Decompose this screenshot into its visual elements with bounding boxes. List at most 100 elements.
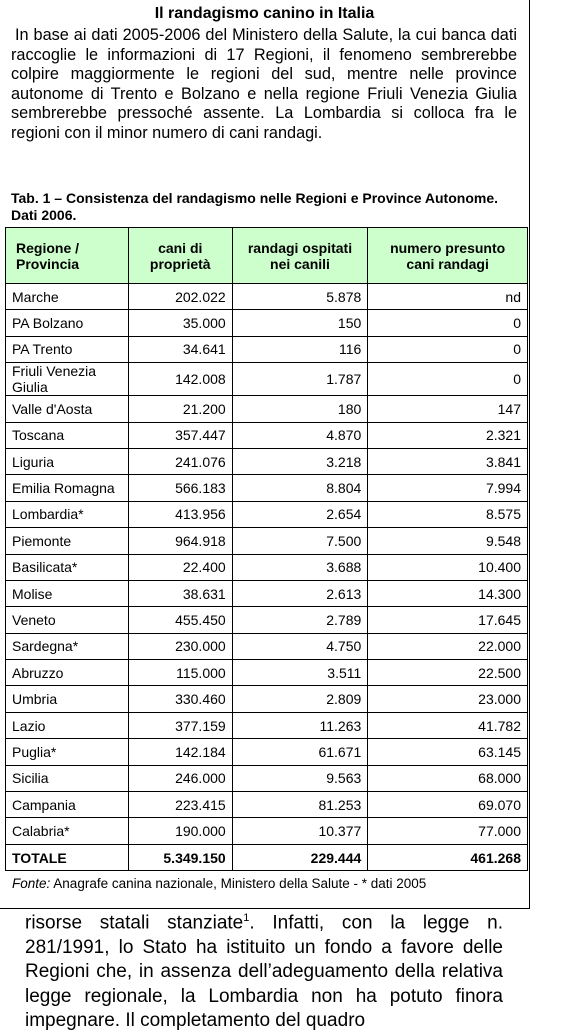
table-cell: 3.218 <box>231 447 369 476</box>
table-cell: 7.500 <box>231 527 369 555</box>
box: Il randagismo canino in Italia In base a… <box>0 0 530 909</box>
table-cell: 3.511 <box>231 659 369 687</box>
table-cell: 69.070 <box>367 791 528 819</box>
table-cell: 142.184 <box>127 738 233 766</box>
total-cell: 461.268 <box>367 843 528 872</box>
total-cell: 5.349.150 <box>127 843 233 872</box>
table-row: Sardegna* 230.000 4.750 22.000 <box>5 632 528 661</box>
table-cell: 115.000 <box>127 659 233 687</box>
table-cell: 241.076 <box>127 447 233 476</box>
table-cell: Puglia* <box>5 738 129 766</box>
total-cell: 229.444 <box>231 843 369 872</box>
table-cell: 2.613 <box>231 579 369 608</box>
table-cell: 2.809 <box>231 685 369 713</box>
table-cell: 566.183 <box>127 474 233 502</box>
header-cell: cani di proprietà <box>127 227 233 284</box>
table-cell: 11.263 <box>231 711 369 740</box>
table-row: Umbria 330.460 2.809 23.000 <box>5 685 528 713</box>
table-cell: Calabria* <box>5 817 129 845</box>
table-row: Veneto 455.450 2.789 17.645 <box>5 606 528 634</box>
header-cell: randagi ospitati nei canili <box>231 227 369 284</box>
table-row: Liguria 241.076 3.218 3.841 <box>5 447 528 476</box>
table-cell: 38.631 <box>127 579 233 608</box>
table-cell: 202.022 <box>127 282 233 311</box>
source-text: Anagrafe canina nazionale, Ministero del… <box>53 876 427 891</box>
table-cell: 246.000 <box>127 764 233 793</box>
table-cell: 3.688 <box>231 553 369 581</box>
table-cell: Campania <box>5 791 129 819</box>
table-cell: 223.415 <box>127 791 233 819</box>
table-cell: Sicilia <box>5 764 129 793</box>
title: Il randagismo canino in Italia <box>154 5 375 22</box>
table-row: Lazio 377.159 11.263 41.782 <box>5 711 528 740</box>
table-cell: Umbria <box>5 685 129 713</box>
footnote-ref: 1 <box>243 912 250 924</box>
table-cell: 4.750 <box>231 632 369 661</box>
table-cell: Basilicata* <box>5 553 129 581</box>
table-cell: PA Trento <box>5 335 129 364</box>
table-cell: 34.641 <box>127 335 233 364</box>
table-cell: 9.563 <box>231 764 369 793</box>
table-cell: 357.447 <box>127 421 233 449</box>
table-cell: 964.918 <box>127 527 233 555</box>
table-cell: 22.500 <box>367 659 528 687</box>
table-cell: 14.300 <box>367 579 528 608</box>
table-cell: 377.159 <box>127 711 233 740</box>
table-cell: Abruzzo <box>5 659 129 687</box>
table-cell: 3.841 <box>367 447 528 476</box>
total-cell: TOTALE <box>5 843 129 872</box>
table-cell: nd <box>367 282 528 311</box>
table-cell: Toscana <box>5 421 129 449</box>
table-row: Emilia Romagna 566.183 8.804 7.994 <box>5 474 528 502</box>
table-row: Basilicata* 22.400 3.688 10.400 <box>5 553 528 581</box>
source: Fonte: Anagrafe canina nazionale, Minist… <box>12 876 426 891</box>
table-row: Abruzzo 115.000 3.511 22.500 <box>5 659 528 687</box>
table-body: Marche 202.022 5.878 nd PA Bolzano 35.000 150 0… <box>5 282 528 872</box>
table-cell: 147 <box>367 395 528 423</box>
table-cell: 1.787 <box>231 362 369 397</box>
table-cell: 22.000 <box>367 632 528 661</box>
table-cell: 5.878 <box>231 282 369 311</box>
body-text: risorse statali stanziate1. Infatti, con… <box>25 906 503 1034</box>
table-cell: 9.548 <box>367 527 528 555</box>
table-cell: Molise <box>5 579 129 608</box>
table-row: Sicilia 246.000 9.563 68.000 <box>5 764 528 793</box>
table-cell: Liguria <box>5 447 129 476</box>
table-row: Lombardia* 413.956 2.654 8.575 <box>5 500 528 529</box>
table-row: Valle d'Aosta 21.200 180 147 <box>5 395 528 423</box>
table-cell: 190.000 <box>127 817 233 845</box>
table-cell: 63.145 <box>367 738 528 766</box>
total-row: TOTALE 5.349.150 229.444 461.268 <box>5 843 528 872</box>
header-cell: Regione / Provincia <box>5 227 129 284</box>
table-cell: Veneto <box>5 606 129 634</box>
table-row: Marche 202.022 5.878 nd <box>5 282 528 311</box>
table-cell: 8.575 <box>367 500 528 529</box>
table-cell: 21.200 <box>127 395 233 423</box>
table-cell: 7.994 <box>367 474 528 502</box>
intro: In base ai dati 2005-2006 del Ministero … <box>11 26 517 142</box>
table-cell: 230.000 <box>127 632 233 661</box>
table-cell: Emilia Romagna <box>5 474 129 502</box>
table-row: Piemonte 964.918 7.500 9.548 <box>5 527 528 555</box>
table-cell: 10.377 <box>231 817 369 845</box>
table-cell: 0 <box>367 362 528 397</box>
table-cell: 330.460 <box>127 685 233 713</box>
table-cell: 10.400 <box>367 553 528 581</box>
table-cell: 23.000 <box>367 685 528 713</box>
table-cell: PA Bolzano <box>5 309 129 337</box>
table-row: Molise 38.631 2.613 14.300 <box>5 579 528 608</box>
table-cell: 2.654 <box>231 500 369 529</box>
table-row: PA Trento 34.641 116 0 <box>5 335 528 364</box>
table-cell: Marche <box>5 282 129 311</box>
table-row: Toscana 357.447 4.870 2.321 <box>5 421 528 449</box>
table-row: Calabria* 190.000 10.377 77.000 <box>5 817 528 845</box>
table-cell: Friuli Venezia Giulia <box>5 362 129 397</box>
table-cell: 455.450 <box>127 606 233 634</box>
table-cell: Sardegna* <box>5 632 129 661</box>
header-row: Regione / Provincia cani di proprietà rand… <box>5 227 528 284</box>
table-cell: 22.400 <box>127 553 233 581</box>
table-cell: 2.789 <box>231 606 369 634</box>
table-cell: 41.782 <box>367 711 528 740</box>
table-cell: 17.645 <box>367 606 528 634</box>
